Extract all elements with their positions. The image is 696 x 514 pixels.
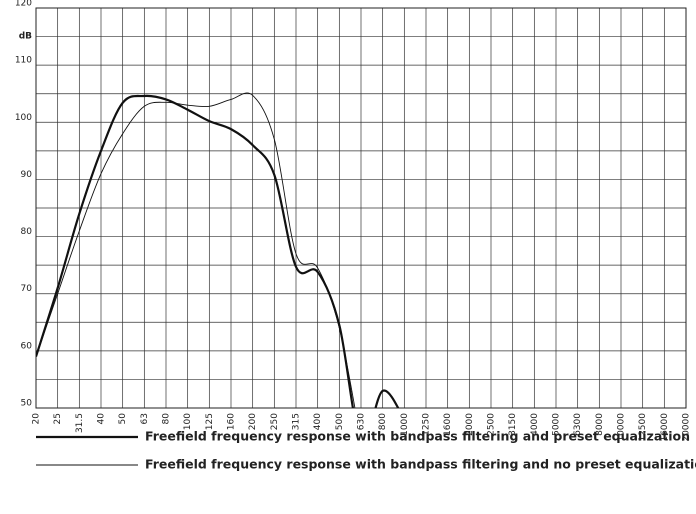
x-tick-label: 80 [162, 413, 172, 425]
y-tick-label: 50 [21, 399, 33, 409]
x-tick-label: 1000 [400, 413, 410, 436]
x-tick-label: 400 [313, 413, 323, 430]
y-tick-label: 90 [21, 170, 33, 180]
x-tick-label: 125 [205, 413, 215, 430]
x-tick-label: 25 [53, 413, 63, 424]
y-tick-label: 100 [15, 113, 32, 123]
plot-area [36, 92, 400, 408]
x-tick-label: 100 [183, 413, 193, 430]
x-tick-label: 250 [270, 413, 280, 430]
x-tick-label: 10000 [617, 413, 627, 442]
x-tick-label: 2500 [487, 413, 497, 436]
x-tick-label: 50 [118, 413, 128, 425]
y-tick-label: 70 [21, 284, 33, 294]
y-tick-label: 120 [15, 0, 32, 9]
x-tick-label: 630 [357, 413, 367, 430]
x-tick-label: 12500 [638, 413, 648, 442]
legend-label: Freefield frequency response with bandpa… [145, 429, 690, 444]
y-tick-label: 60 [21, 341, 33, 351]
x-tick-label: 500 [335, 413, 345, 430]
x-tick-label: 160 [227, 413, 237, 430]
y-tick-label: 80 [21, 227, 33, 237]
x-tick-label: 5000 [552, 413, 562, 436]
x-tick-label: 16000 [660, 413, 670, 442]
plot-frame [35, 7, 687, 409]
y-unit: dB [19, 32, 32, 42]
x-tick-label: 8000 [595, 413, 605, 436]
x-tick-label: 3150 [508, 413, 518, 436]
x-tick-label: 31.5 [75, 413, 85, 433]
x-tick-label: 20000 [682, 413, 692, 442]
x-tick-label: 2000 [465, 413, 475, 436]
series-line [36, 92, 356, 408]
x-tick-label: 6300 [573, 413, 583, 436]
legend-label: Freefield frequency response with bandpa… [145, 457, 696, 472]
x-tick-label: 20 [32, 413, 42, 425]
x-tick-label: 4000 [530, 413, 540, 436]
x-tick-label: 63 [140, 413, 150, 424]
x-tick-label: 40 [97, 413, 107, 425]
x-tick-label: 315 [292, 413, 302, 430]
x-tick-label: 1600 [443, 413, 453, 436]
x-tick-label: 200 [248, 413, 258, 430]
x-tick-label: 1250 [422, 413, 432, 436]
series-line [36, 94, 400, 408]
x-tick-label: 800 [378, 413, 388, 430]
y-tick-label: 110 [15, 56, 32, 66]
